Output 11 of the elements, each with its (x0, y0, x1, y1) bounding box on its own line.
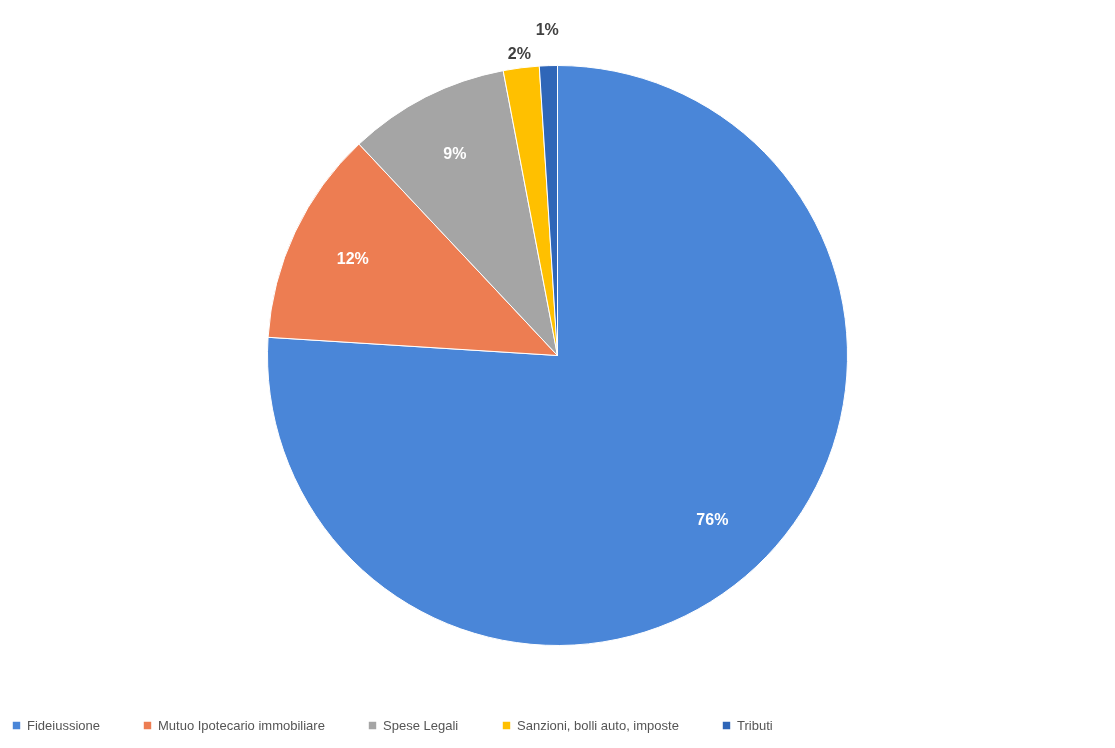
legend-label: Sanzioni, bolli auto, imposte (517, 717, 679, 733)
data-label: 2% (507, 44, 531, 62)
pie-slice (267, 65, 848, 646)
data-label: 12% (336, 250, 369, 268)
legend-label: Spese Legali (383, 717, 459, 733)
legend-label: Tributi (737, 717, 773, 733)
legend-label: Mutuo Ipotecario immobiliare (158, 717, 325, 733)
data-label: 1% (535, 20, 559, 38)
data-label: 76% (696, 511, 729, 529)
data-label: 9% (443, 144, 467, 162)
legend-label: Fideiussione (27, 717, 100, 733)
